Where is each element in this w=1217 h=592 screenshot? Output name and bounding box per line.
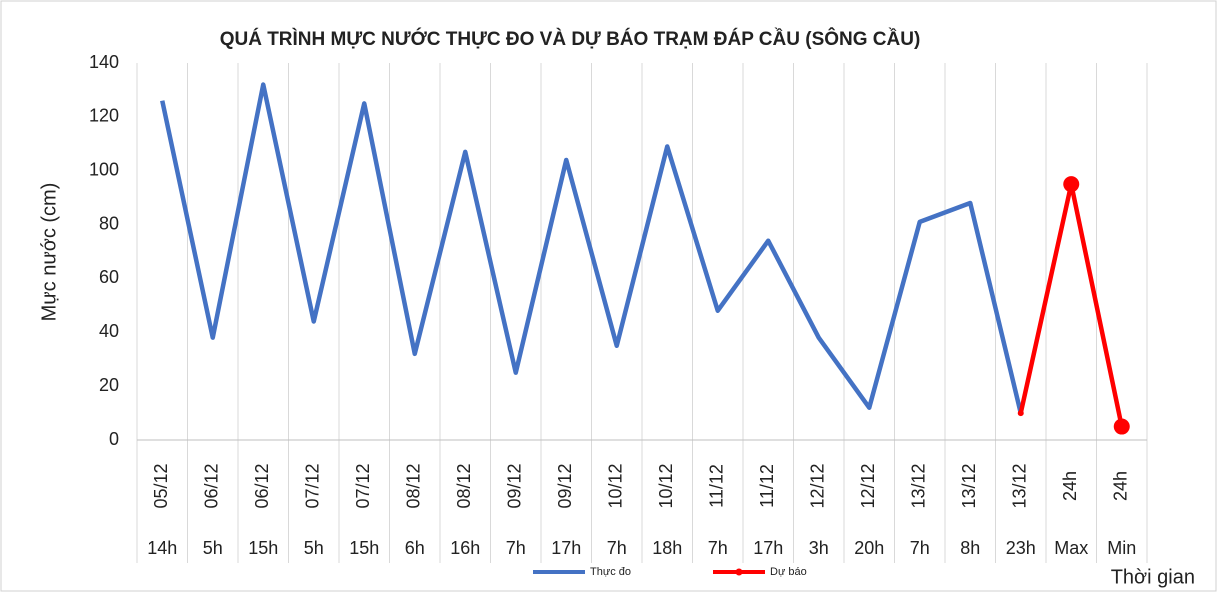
series-marker <box>1113 418 1130 435</box>
x-sub-tick-label: 7h <box>708 538 728 558</box>
x-sub-tick-label: 23h <box>1006 538 1036 558</box>
x-sub-tick-label: 15h <box>349 538 379 558</box>
x-tick-label: 24h <box>1060 471 1080 501</box>
x-sub-tick-label: 17h <box>753 538 783 558</box>
x-tick-label: 09/12 <box>505 463 525 508</box>
x-sub-tick-label: 8h <box>960 538 980 558</box>
x-sub-tick-label: 7h <box>506 538 526 558</box>
x-sub-tick-label: 20h <box>854 538 884 558</box>
x-tick-label: 06/12 <box>202 463 222 508</box>
x-tick-label: 06/12 <box>252 463 272 508</box>
legend-marker <box>735 568 743 576</box>
x-sub-tick-label: Min <box>1107 538 1136 558</box>
x-sub-tick-label: 16h <box>450 538 480 558</box>
x-sub-tick-label: 18h <box>652 538 682 558</box>
x-tick-label: 13/12 <box>909 463 929 508</box>
y-tick-label: 40 <box>99 321 119 341</box>
x-tick-label: 05/12 <box>151 463 171 508</box>
x-sub-tick-label: 6h <box>405 538 425 558</box>
y-tick-label: 60 <box>99 267 119 287</box>
x-tick-label: 10/12 <box>656 463 676 508</box>
x-sub-tick-label: 5h <box>304 538 324 558</box>
y-axis-title: Mực nước (cm) <box>38 183 60 322</box>
x-sub-tick-label: 14h <box>147 538 177 558</box>
y-tick-label: 120 <box>89 106 119 126</box>
x-tick-label: 08/12 <box>454 463 474 508</box>
x-tick-label: 09/12 <box>555 463 575 508</box>
series-marker <box>1063 176 1080 193</box>
y-tick-label: 0 <box>109 429 119 449</box>
x-tick-label: 12/12 <box>808 463 828 508</box>
y-tick-label: 20 <box>99 375 119 395</box>
x-sub-tick-label: 15h <box>248 538 278 558</box>
x-tick-label: 24h <box>1111 471 1131 501</box>
chart-title: QUÁ TRÌNH MỰC NƯỚC THỰC ĐO VÀ DỰ BÁO TRẠ… <box>220 28 921 50</box>
x-sub-tick-label: 7h <box>607 538 627 558</box>
x-sub-tick-label: 7h <box>910 538 930 558</box>
x-tick-label: 12/12 <box>858 463 878 508</box>
x-tick-label: 13/12 <box>959 463 979 508</box>
x-axis-title: Thời gian <box>1111 566 1195 588</box>
x-sub-tick-label: 3h <box>809 538 829 558</box>
y-tick-label: 140 <box>89 52 119 72</box>
series-marker <box>1017 410 1024 417</box>
y-tick-label: 100 <box>89 159 119 179</box>
x-tick-label: 13/12 <box>1010 463 1030 508</box>
x-sub-tick-label: Max <box>1054 538 1088 558</box>
legend-label: Dự báo <box>770 566 807 578</box>
legend-label: Thực đo <box>590 566 631 578</box>
x-tick-label: 10/12 <box>606 463 626 508</box>
x-tick-label: 11/12 <box>757 464 777 508</box>
x-sub-tick-label: 17h <box>551 538 581 558</box>
x-tick-label: 08/12 <box>404 463 424 508</box>
y-tick-label: 80 <box>99 213 119 233</box>
series-line <box>160 82 1023 414</box>
x-tick-label: 07/12 <box>303 463 323 508</box>
x-tick-label: 11/12 <box>707 464 727 508</box>
x-sub-tick-label: 5h <box>203 538 223 558</box>
x-tick-label: 07/12 <box>353 463 373 508</box>
